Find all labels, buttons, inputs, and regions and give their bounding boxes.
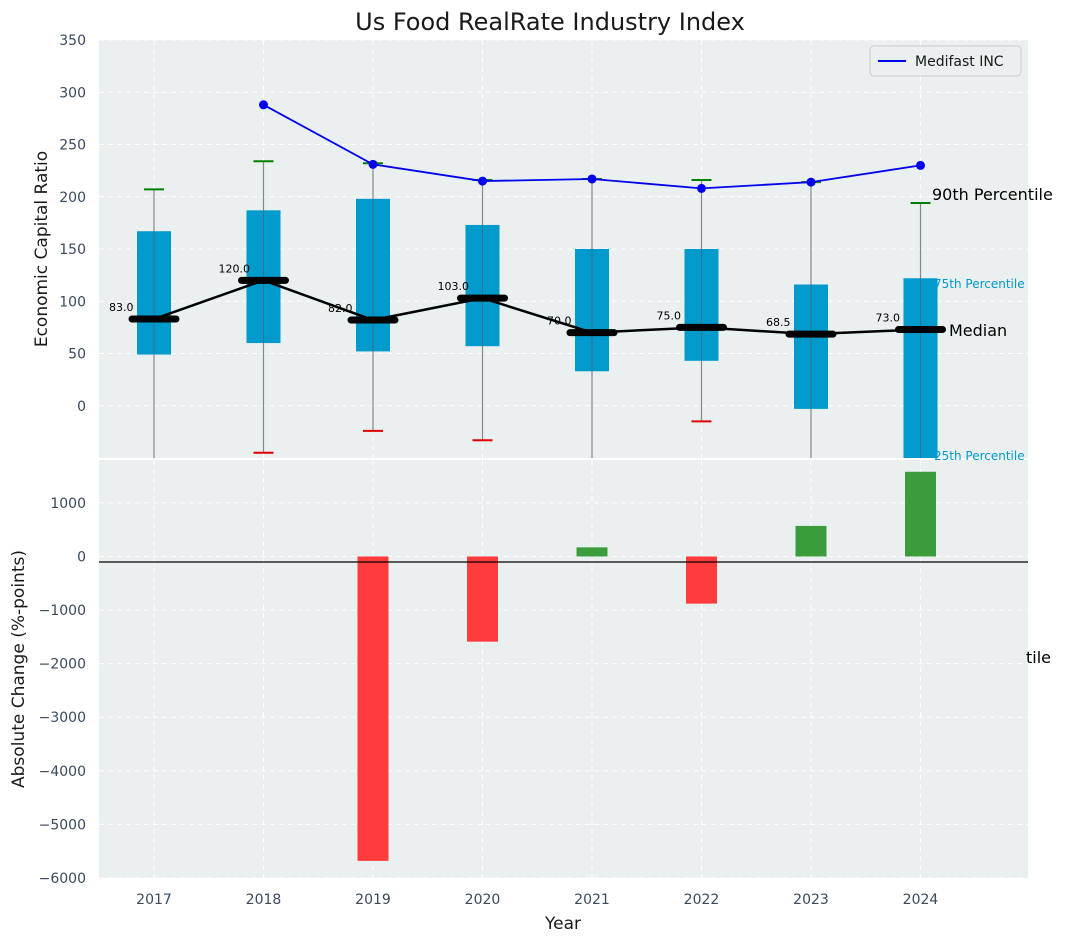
box-plot-group: 83.0 120.0 82.0 103.0 70.0 75.0 68.5 73.0 [109, 160, 946, 458]
x-tick-label: 2021 [574, 892, 610, 908]
median-value-label: 120.0 [219, 262, 251, 275]
x-tick-label: 2017 [136, 892, 172, 908]
median-value-label: 82.0 [328, 302, 353, 315]
chart-title: Us Food RealRate Industry Index [355, 8, 745, 36]
legend-label-medifast: Medifast INC [915, 54, 1004, 70]
top-y-tick-label: 200 [59, 190, 86, 206]
bottom-y-tick-label: 0 [77, 549, 86, 565]
annotation-tile-fragment: tile [1026, 648, 1051, 667]
series-point-medifast [368, 159, 378, 169]
positive-change-bar [576, 547, 608, 557]
bottom-y-axis-title: Absolute Change (%-points) [9, 550, 29, 788]
annotation-median: Median [949, 321, 1007, 340]
median-value-label: 68.5 [766, 316, 791, 329]
top-y-axis-ticks: 0 50 100 150 200 250 300 350 [59, 33, 86, 415]
bottom-y-tick-label: −4000 [39, 764, 86, 780]
series-point-medifast [806, 177, 816, 187]
top-y-tick-label: 250 [59, 138, 86, 154]
top-y-tick-label: 50 [68, 347, 86, 363]
legend: Medifast INC [869, 45, 1022, 77]
bottom-y-tick-label: −6000 [39, 871, 86, 887]
x-axis-title: Year [544, 914, 581, 934]
legend-frame [869, 45, 1022, 77]
top-y-tick-label: 100 [59, 294, 86, 310]
positive-change-bar [905, 471, 936, 557]
top-y-tick-label: 350 [59, 33, 86, 49]
bottom-y-tick-label: −3000 [39, 710, 86, 726]
annotation-25th-percentile: 25th Percentile [934, 449, 1025, 463]
median-value-label: 83.0 [109, 301, 134, 314]
series-point-medifast [697, 183, 706, 193]
x-tick-label: 2022 [684, 892, 720, 908]
median-value-label: 75.0 [657, 309, 682, 322]
x-tick-label: 2023 [793, 892, 829, 908]
x-tick-label: 2018 [246, 892, 282, 908]
bottom-y-tick-label: −5000 [39, 817, 86, 833]
x-axis-ticks: 2017 2018 2019 2020 2021 2022 2023 2024 [136, 892, 938, 908]
median-value-label: 70.0 [547, 315, 572, 328]
top-y-axis-title: Economic Capital Ratio [32, 151, 52, 347]
x-tick-label: 2019 [355, 892, 391, 908]
negative-change-bar [686, 556, 717, 604]
series-point-medifast [916, 160, 925, 170]
top-y-tick-label: 300 [59, 85, 86, 101]
negative-change-bar [357, 556, 389, 861]
negative-change-bar [467, 556, 498, 642]
bottom-y-tick-label: −1000 [39, 603, 86, 619]
bottom-y-tick-label: 1000 [50, 496, 86, 512]
medifast-series-group [259, 100, 925, 193]
series-point-medifast [478, 176, 487, 186]
x-tick-label: 2020 [465, 892, 501, 908]
top-y-tick-label: 150 [59, 242, 86, 258]
bottom-gridlines [99, 460, 1028, 879]
annotation-90th-percentile: 90th Percentile [932, 185, 1053, 204]
bottom-y-tick-label: −2000 [39, 657, 86, 673]
x-tick-label: 2024 [903, 892, 939, 908]
series-point-medifast [587, 174, 597, 184]
annotation-75th-percentile: 75th Percentile [934, 277, 1025, 291]
top-y-tick-label: 0 [77, 399, 86, 415]
change-bars-group [357, 471, 936, 861]
bottom-panel-background [99, 460, 1028, 878]
series-point-medifast [259, 100, 268, 110]
positive-change-bar [795, 525, 827, 557]
median-value-label: 103.0 [438, 280, 470, 293]
bottom-y-axis-ticks: −6000 −5000 −4000 −3000 −2000 −1000 0 1000 [39, 496, 86, 887]
median-value-label: 73.0 [876, 311, 901, 324]
